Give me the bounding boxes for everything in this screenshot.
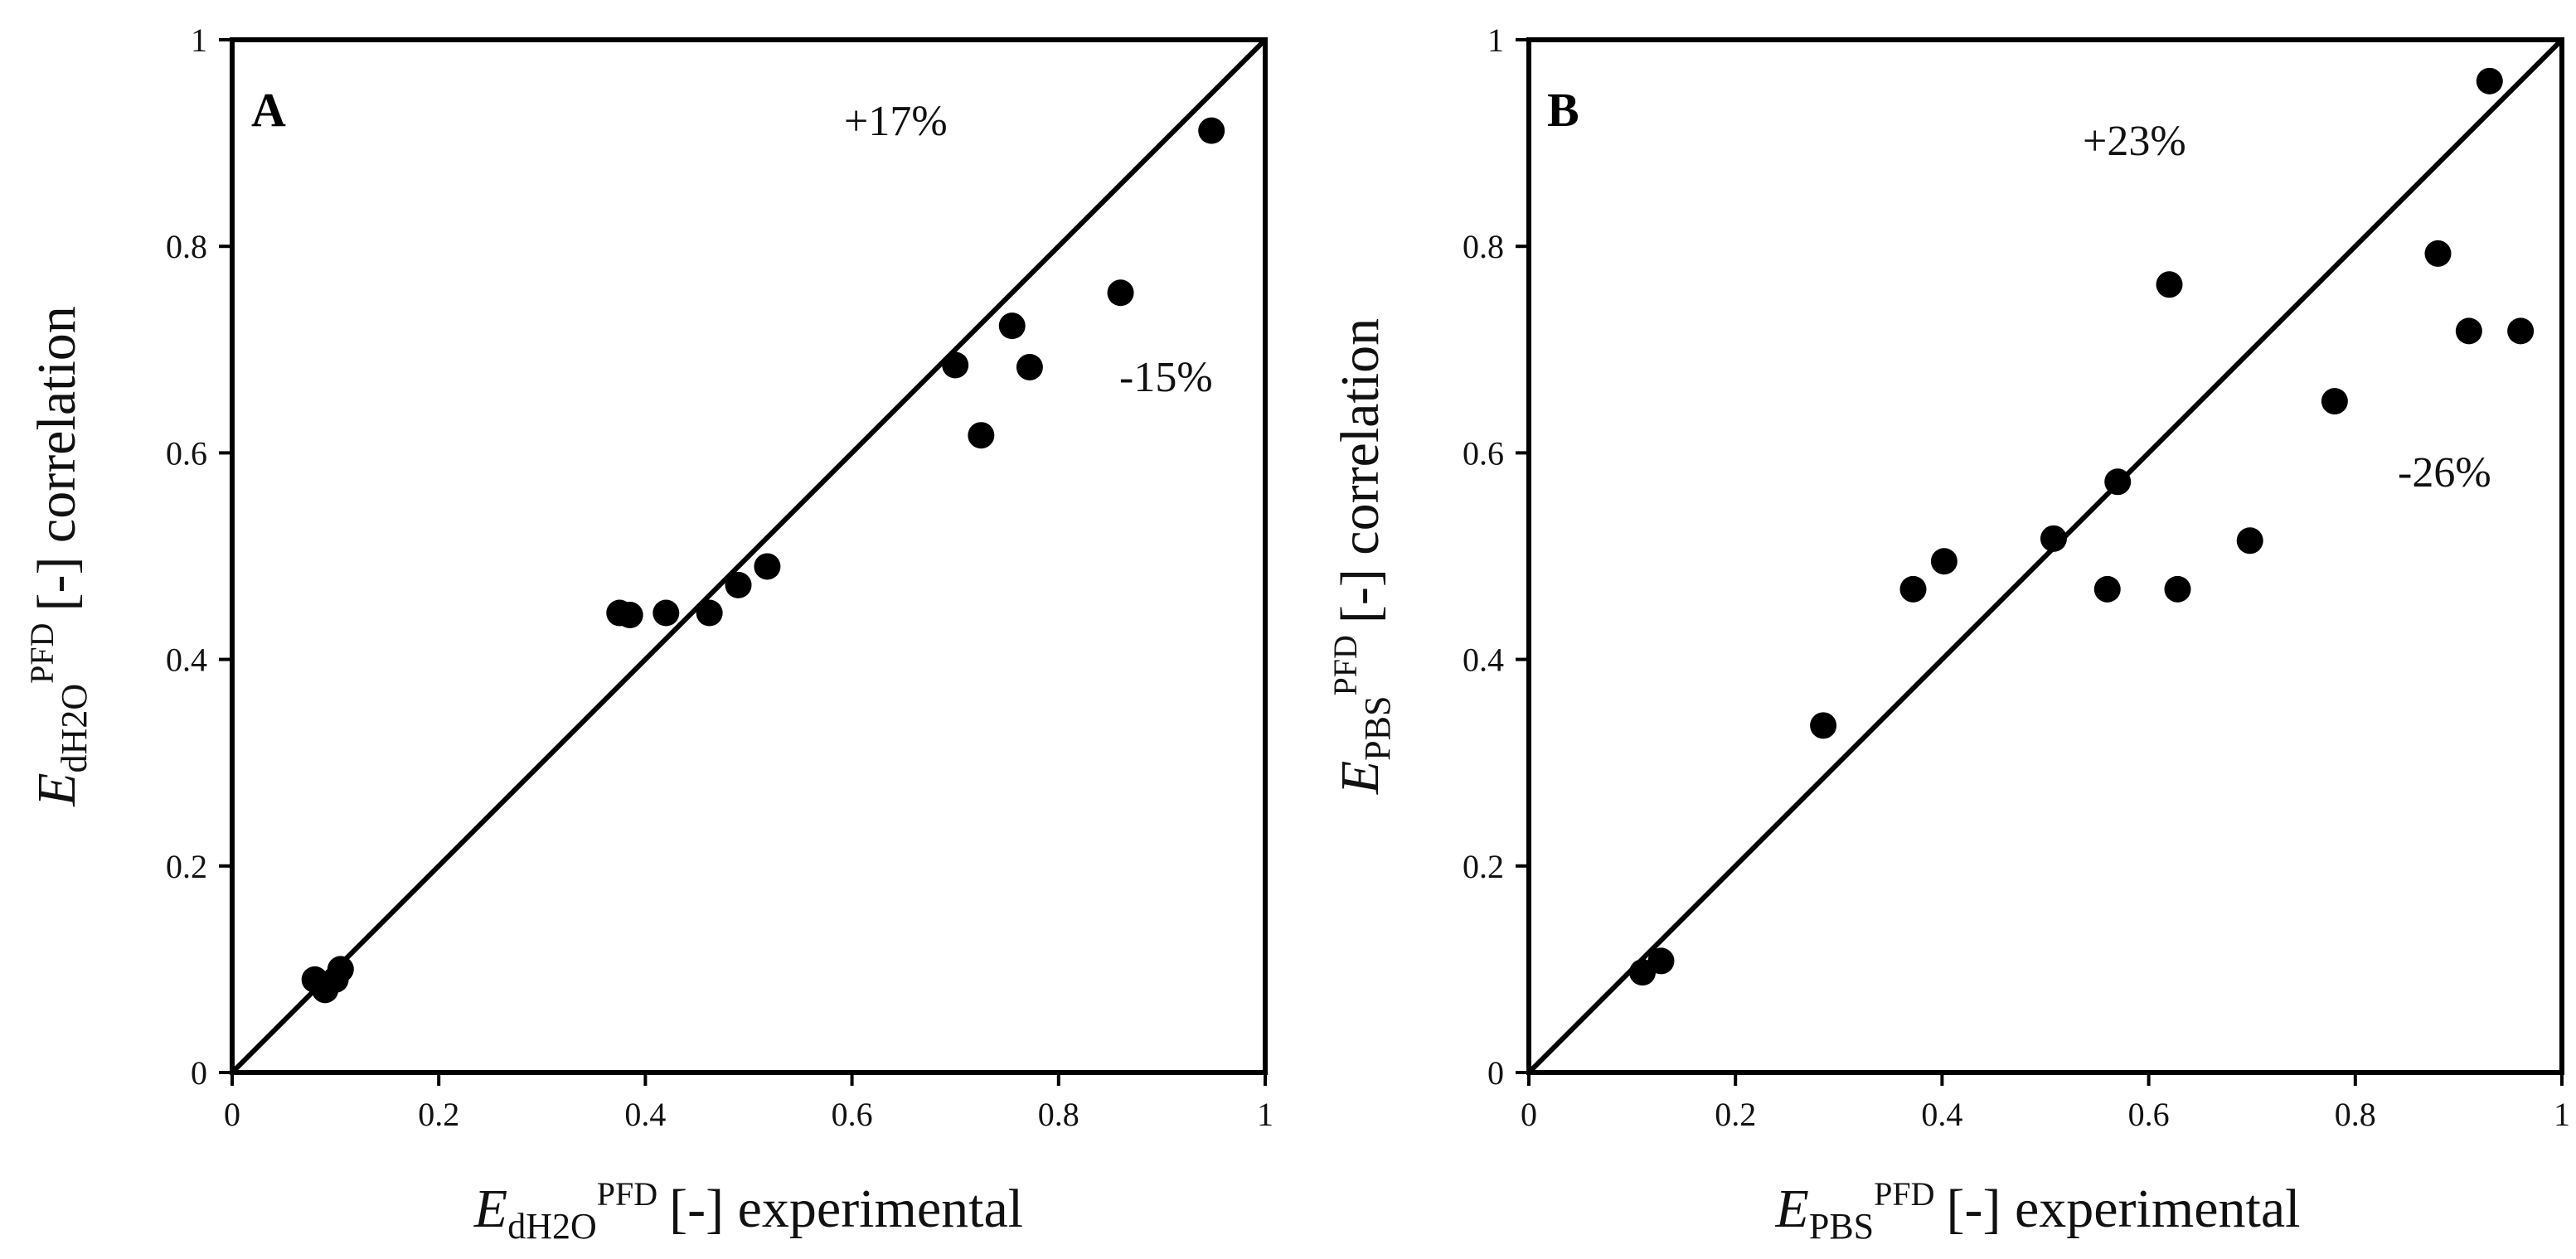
panel-a-x-symbol: E <box>473 1179 507 1239</box>
panel-b-data-point <box>2104 468 2132 496</box>
panel-a-reference-line <box>230 37 1268 1075</box>
panel-a-x-tick-label: 0.8 <box>1038 1096 1079 1133</box>
panel-b-ticks: 0 0.2 0.4 0.6 0.8 1 0 0.2 0.4 0.6 0.8 1 <box>1463 22 2570 1133</box>
panel-b-annotation-lower: -26% <box>2398 449 2491 496</box>
panel-a-x-subscript: dH2O <box>507 1206 597 1247</box>
panel-b-data-point <box>2236 527 2263 554</box>
panel-b-y-suffix: [-] correlation <box>1330 318 1390 623</box>
panel-b-x-axis-label: EPBSPFD [-] experimental <box>1775 1175 2301 1247</box>
panel-b-x-tick-label: 0.8 <box>2335 1096 2376 1133</box>
panel-b-data-point <box>2424 240 2452 267</box>
panel-a-x-superscript: PFD <box>597 1175 657 1213</box>
panel-b-y-axis-label: EPBSPFD [-] correlation <box>1327 318 1398 795</box>
panel-a-annotation-upper: +17% <box>844 98 948 145</box>
panel-b-y-tick-label: 0.6 <box>1463 434 1504 472</box>
panel-a-data-point <box>754 553 781 580</box>
panel-a-x-tick-label: 0 <box>224 1096 240 1133</box>
panel-a-frame <box>230 37 1268 1075</box>
panel-b-x-suffix: [-] experimental <box>1947 1179 2301 1239</box>
panel-a-data-point <box>942 351 969 379</box>
panel-a-x-suffix: [-] experimental <box>669 1179 1023 1239</box>
panel-b-annotation-upper: +23% <box>2083 118 2186 165</box>
panel-b-data-point <box>1930 548 1957 575</box>
panel-a-data-point <box>998 312 1026 340</box>
panel-b-x-tick-label: 0.6 <box>2128 1096 2170 1133</box>
panel-a-y-tick-label: 0.4 <box>166 642 207 679</box>
panel-a-y-tick-label: 0.2 <box>166 848 207 885</box>
panel-b-x-subscript: PBS <box>1809 1206 1874 1247</box>
panel-a-annotation-lower: -15% <box>1119 354 1213 401</box>
panel-a-x-tick-label: 1 <box>1257 1096 1273 1133</box>
panel-a-x-axis-label: EdH2OPFD [-] experimental <box>473 1175 1023 1247</box>
panel-a-x-tick-label: 0.4 <box>624 1096 666 1133</box>
panel-a-y-suffix: [-] correlation <box>27 306 87 611</box>
panel-b-reference-line <box>1526 37 2564 1075</box>
panel-a-x-tick-label: 0.6 <box>832 1096 873 1133</box>
panel-b-frame <box>1526 37 2564 1075</box>
panel-b-y-tick-label: 1 <box>1487 22 1504 59</box>
panel-b-y-symbol: E <box>1330 761 1390 795</box>
panel-a-y-axis-label: EdH2OPFD [-] correlation <box>23 306 95 807</box>
panel-a-data-point <box>652 599 680 627</box>
panel-b-data-point <box>2093 575 2121 603</box>
panel-b-y-tick-label: 0.4 <box>1463 642 1504 679</box>
panel-a-data-point <box>327 956 354 983</box>
panel-b-y-tick-label: 0.8 <box>1463 228 1504 265</box>
panel-b-points <box>1629 67 2535 986</box>
panel-b-x-tick-label: 1 <box>2554 1096 2570 1133</box>
panel-b-x-symbol: E <box>1775 1179 1809 1239</box>
panel-b-data-point <box>1810 712 1837 739</box>
panel-a-data-point <box>1016 353 1043 380</box>
panel-a-y-superscript: PFD <box>23 623 61 684</box>
panel-b-data-point <box>2040 525 2067 552</box>
panel-a-label: A <box>251 83 286 137</box>
panel-a-y-tick-label: 0.8 <box>166 228 207 265</box>
panel-a-y-subscript: dH2O <box>54 684 95 773</box>
panel-a-data-point <box>1107 279 1134 307</box>
panel-b-y-superscript: PFD <box>1327 635 1364 695</box>
panel-a-y-tick-label: 0.6 <box>166 434 207 472</box>
panel-b-y-subscript: PBS <box>1357 696 1398 761</box>
panel-b-y-tick-label: 0.2 <box>1463 848 1504 885</box>
panel-b: 0 0.2 0.4 0.6 0.8 1 0 0.2 0.4 0.6 0.8 1 B +23% -26%… <box>1327 22 2570 1247</box>
panel-a-y-tick-label: 1 <box>191 22 207 59</box>
panel-a-points <box>301 117 1225 1004</box>
panel-b-data-point <box>2321 388 2348 415</box>
panel-b-label: B <box>1547 83 1579 137</box>
panel-b-y-tick-label: 0 <box>1487 1054 1504 1092</box>
panel-a-y-symbol: E <box>27 772 87 806</box>
panel-a-data-point <box>725 571 752 598</box>
panel-b-data-point <box>2164 575 2191 603</box>
panel-a-data-point <box>696 599 723 627</box>
panel-b-x-tick-label: 0.2 <box>1715 1096 1756 1133</box>
panel-b-data-point <box>2507 317 2535 345</box>
panel-b-data-point <box>2156 271 2183 298</box>
panel-a-data-point <box>1198 117 1225 144</box>
panel-b-data-point <box>1647 947 1675 975</box>
panel-a-x-tick-label: 0.2 <box>418 1096 459 1133</box>
panel-b-data-point <box>1899 575 1927 603</box>
panel-a-data-point <box>616 602 643 629</box>
panel-a-y-tick-label: 0 <box>191 1054 207 1092</box>
panel-b-x-tick-label: 0.4 <box>1921 1096 1962 1133</box>
panel-a-data-point <box>968 422 995 449</box>
panel-b-data-point <box>2476 67 2503 94</box>
panel-a: 0 0.2 0.4 0.6 0.8 1 0 0.2 0.4 0.6 0.8 1 A +17% -15%… <box>23 22 1273 1247</box>
panel-b-x-tick-label: 0 <box>1521 1096 1537 1133</box>
panel-b-x-superscript: PFD <box>1874 1175 1934 1213</box>
panel-b-data-point <box>2455 317 2482 345</box>
panel-a-ticks: 0 0.2 0.4 0.6 0.8 1 0 0.2 0.4 0.6 0.8 1 <box>166 22 1273 1133</box>
